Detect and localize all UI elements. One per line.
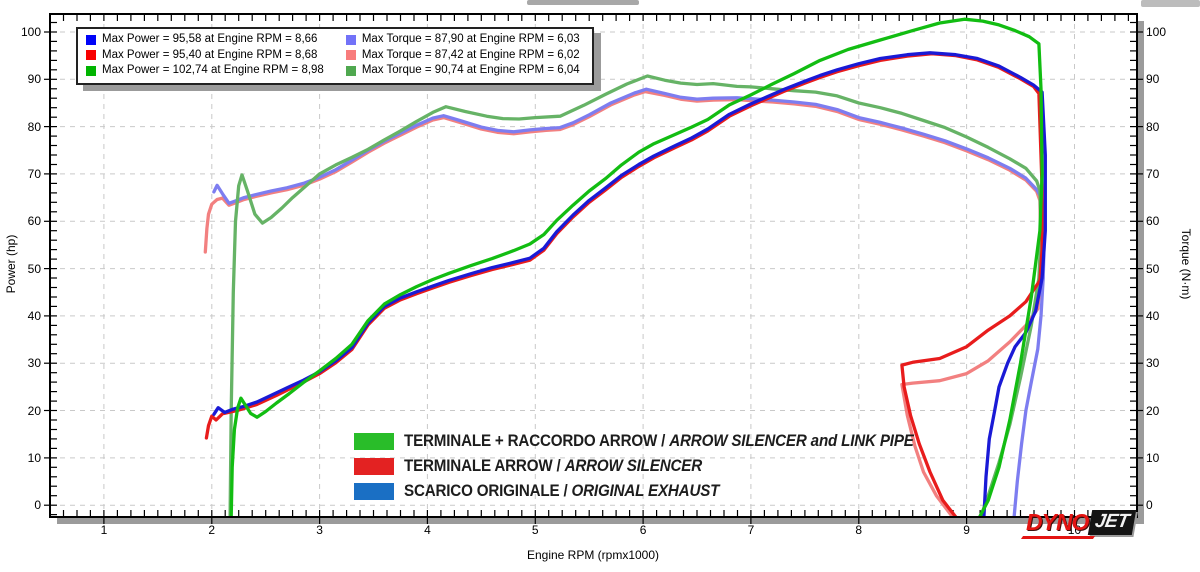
x-tick-label: 5 [531, 523, 539, 537]
stats-legend-text: Max Power = 95,40 at Engine RPM = 8,68 [102, 48, 318, 61]
exhaust-legend-row: SCARICO ORIGINALE / ORIGINAL EXHAUST [354, 479, 958, 504]
stats-legend-text: Max Torque = 87,42 at Engine RPM = 6,02 [361, 48, 580, 61]
dynojet-logo-jet-text: JET [1093, 511, 1131, 532]
stats-legend-entry-max-torque: Max Torque = 87,90 at Engine RPM = 6,03 [345, 32, 580, 48]
stats-legend-text: Max Torque = 90,74 at Engine RPM = 6,04 [361, 64, 580, 76]
y-tick-label-power: 10 [27, 450, 41, 465]
y-tick-label-torque: 40 [1146, 308, 1160, 323]
y-tick-label-power: 0 [34, 498, 41, 513]
y-tick-label-torque: 60 [1146, 214, 1160, 229]
stats-legend-entry-max-power: Max Power = 102,74 at Engine RPM = 8,98 [86, 63, 324, 79]
exhaust-color-swatch-icon [354, 433, 394, 450]
y-tick-label-torque: 80 [1146, 119, 1160, 134]
x-tick-label: 1 [100, 523, 108, 537]
x-tick-label: 8 [855, 523, 863, 537]
y-tick-label-torque: 100 [1146, 24, 1167, 39]
y-tick-label-torque: 20 [1146, 403, 1160, 418]
x-axis-title: Engine RPM (rpmx1000) [526, 548, 660, 562]
y-tick-label-power: 90 [27, 72, 41, 87]
curve-torque-arrow-link-pipe [228, 74, 1043, 517]
exhaust-legend-label: SCARICO ORIGINALE / ORIGINAL EXHAUST [404, 482, 720, 500]
cropped-text-artifact [1141, 0, 1200, 7]
exhaust-color-swatch-icon [354, 483, 394, 500]
y-tick-label-torque: 0 [1146, 498, 1153, 513]
plot-frame [49, 13, 1138, 518]
y-tick-label-power: 60 [27, 214, 41, 229]
exhaust-legend-row: TERMINALE + RACCORDO ARROW / ARROW SILEN… [354, 429, 958, 454]
legend-color-swatch-icon [86, 34, 96, 45]
dynojet-logo-swoosh [1020, 536, 1096, 539]
y-tick-label-power: 40 [27, 308, 41, 323]
exhaust-color-swatch-icon [354, 458, 394, 475]
curve-power-original [212, 51, 1047, 517]
stats-legend-text: Max Power = 95,58 at Engine RPM = 8,66 [102, 33, 318, 45]
exhaust-legend-row: TERMINALE ARROW / ARROW SILENCER [354, 454, 958, 479]
x-tick-label: 3 [316, 523, 323, 537]
exhaust-legend-label: TERMINALE ARROW / ARROW SILENCER [404, 457, 702, 475]
dynojet-logo: DYNO JET [1020, 509, 1138, 539]
stats-legend-entry-max-power: Max Power = 95,58 at Engine RPM = 8,66 [86, 32, 324, 48]
legend-color-swatch-icon [86, 50, 96, 61]
legend-color-swatch-icon [86, 65, 96, 76]
dynojet-logo-jet-box: JET [1088, 510, 1138, 535]
y-tick-label-torque: 30 [1146, 356, 1160, 371]
curve-power-arrow-link-pipe [229, 17, 1044, 517]
x-tick-label: 9 [963, 523, 970, 537]
stats-legend-entry-max-torque: Max Torque = 87,42 at Engine RPM = 6,02 [345, 48, 580, 64]
exhaust-configs-legend: TERMINALE + RACCORDO ARROW / ARROW SILEN… [354, 429, 958, 504]
x-tick-label: 2 [208, 523, 216, 537]
x-tick-label: 4 [424, 523, 431, 537]
cropped-text-artifact [527, 0, 639, 5]
y-tick-label-power: 80 [27, 119, 41, 134]
max-values-legend: Max Power = 95,58 at Engine RPM = 8,66 Ma… [76, 27, 594, 85]
y-tick-label-torque: 50 [1146, 261, 1160, 276]
x-tick-label: 10 [1067, 523, 1082, 537]
y-tick-label-power: 100 [20, 24, 41, 39]
exhaust-legend-label: TERMINALE + RACCORDO ARROW / ARROW SILEN… [404, 432, 914, 450]
y-tick-label-torque: 90 [1146, 72, 1160, 87]
y-axis-right-title: Torque (N·m) [1179, 228, 1193, 300]
curves [203, 17, 1047, 517]
legend-color-swatch-icon [345, 65, 356, 76]
curve-torque-original [212, 87, 1046, 517]
y-tick-label-power: 50 [27, 261, 41, 276]
y-tick-label-torque: 10 [1146, 450, 1160, 465]
y-tick-label-power: 70 [27, 166, 41, 181]
y-tick-label-torque: 70 [1146, 166, 1160, 181]
legend-color-swatch-icon [345, 34, 356, 45]
y-tick-label-power: 30 [27, 356, 41, 371]
y-tick-label-power: 20 [27, 403, 41, 418]
legend-color-swatch-icon [345, 50, 356, 61]
stats-legend-entry-max-torque: Max Torque = 90,74 at Engine RPM = 6,04 [345, 63, 580, 79]
y-axis-left-title: Power (hp) [4, 234, 18, 294]
stats-legend-text: Max Power = 102,74 at Engine RPM = 8,98 [102, 64, 324, 76]
x-tick-label: 7 [747, 523, 755, 537]
axis-ticks [44, 14, 1143, 524]
x-tick-label: 6 [639, 523, 647, 537]
dynojet-logo-dyno-text: DYNO [1026, 509, 1089, 535]
stats-legend-text: Max Torque = 87,90 at Engine RPM = 6,03 [361, 33, 580, 45]
stats-legend-entry-max-power: Max Power = 95,40 at Engine RPM = 8,68 [86, 48, 324, 64]
